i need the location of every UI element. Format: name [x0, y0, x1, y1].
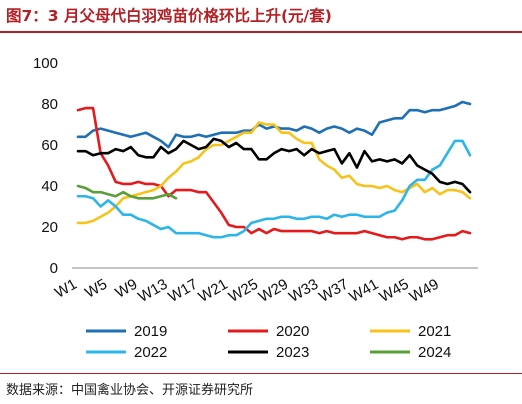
y-tick-label: 80 — [41, 96, 58, 113]
y-axis: 0 20 40 60 80 100 — [33, 55, 58, 277]
chart-title: 图7：3 月父母代白羽鸡苗价格环比上升(元/套) — [6, 7, 332, 25]
series-line-2024 — [76, 184, 178, 200]
y-tick-label: 40 — [41, 178, 58, 195]
series-line-2020 — [76, 106, 472, 241]
series-line-2022 — [76, 139, 472, 239]
x-tick-label: W1 — [52, 276, 80, 302]
legend-label-2021: 2021 — [418, 323, 451, 340]
y-tick-label: 20 — [41, 219, 58, 236]
legend-label-2020: 2020 — [276, 323, 309, 340]
legend-label-2024: 2024 — [418, 344, 451, 361]
data-source: 数据来源：中国禽业协会、开源证券研究所 — [6, 383, 254, 398]
legend-label-2019: 2019 — [134, 323, 167, 340]
plot-area — [76, 100, 472, 241]
x-tick-label: W9 — [112, 276, 140, 302]
y-tick-label: 100 — [33, 55, 58, 72]
y-tick-label: 60 — [41, 137, 58, 154]
source-divider — [0, 373, 522, 374]
legend-label-2022: 2022 — [134, 344, 167, 361]
title-underline — [0, 31, 522, 33]
series-line-2021 — [76, 121, 472, 225]
series-line-2019 — [76, 100, 472, 149]
x-tick-label: W49 — [407, 276, 442, 306]
x-tick-label: W5 — [82, 276, 110, 302]
series-line-2023 — [76, 137, 472, 194]
legend-label-2023: 2023 — [276, 344, 309, 361]
y-tick-label: 0 — [50, 260, 58, 277]
legend: 2019 2020 2021 2022 2023 2024 — [86, 323, 451, 361]
